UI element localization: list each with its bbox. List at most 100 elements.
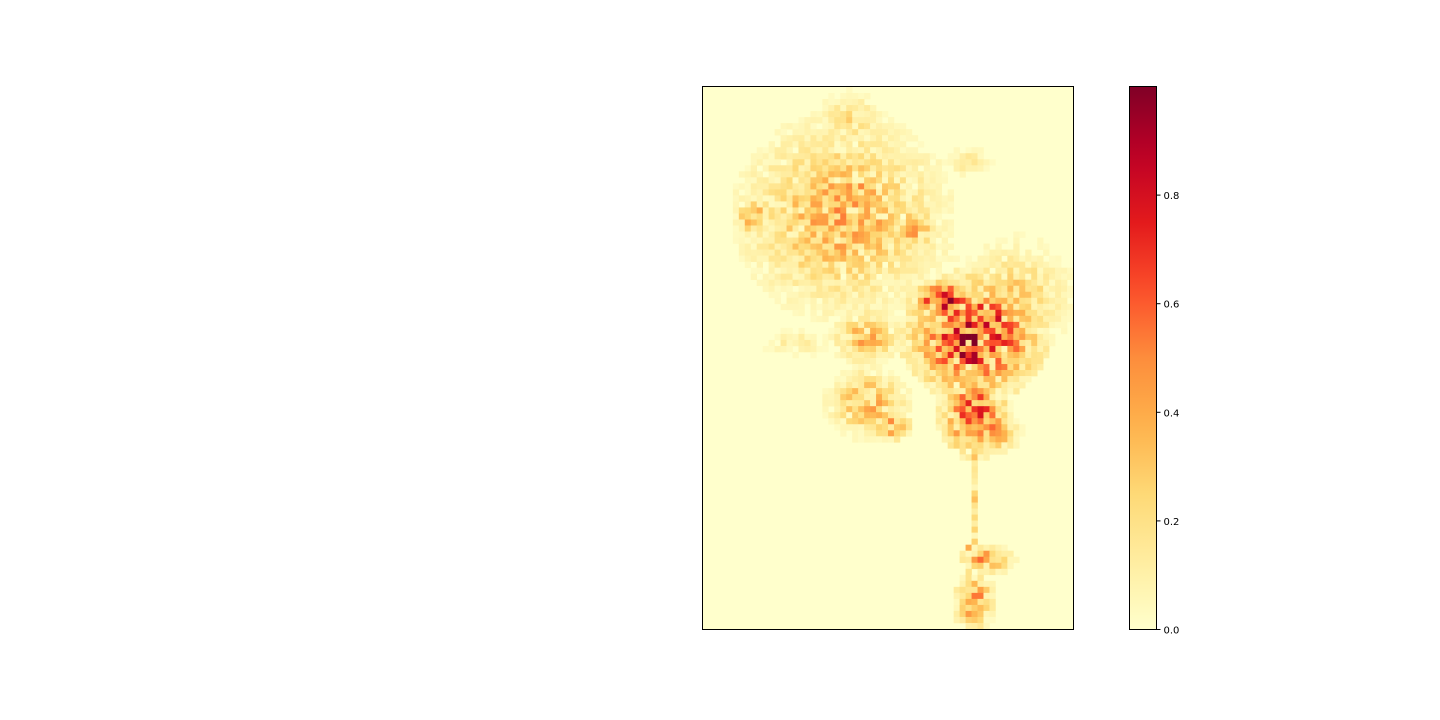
heatmap-cell	[995, 388, 1002, 395]
heatmap-cell	[864, 321, 871, 329]
heatmap-cell	[888, 273, 895, 281]
heatmap-cell	[1001, 442, 1008, 449]
heatmap-cell	[989, 273, 996, 281]
heatmap-cell	[965, 400, 972, 407]
heatmap-cell	[750, 249, 758, 256]
heatmap-cell	[876, 424, 883, 431]
heatmap-cell	[798, 291, 805, 299]
heatmap-cell	[768, 189, 775, 196]
heatmap-cell	[911, 309, 919, 317]
heatmap-cell	[929, 279, 937, 287]
heatmap-cell	[876, 177, 883, 184]
heatmap-cell	[828, 111, 835, 118]
heatmap-cell	[959, 327, 966, 335]
heatmap-cell	[882, 219, 889, 226]
heatmap-cell	[977, 580, 984, 588]
heatmap-cell	[971, 394, 978, 401]
heatmap-cell	[876, 418, 883, 425]
heatmap-cell	[959, 315, 966, 323]
heatmap-cell	[888, 165, 895, 172]
heatmap-cell	[953, 147, 960, 154]
heatmap-cell	[941, 255, 948, 262]
heatmap-cell	[959, 165, 966, 172]
heatmap-cell	[1001, 339, 1008, 347]
heatmap-cell	[983, 267, 990, 274]
heatmap-cell	[828, 237, 835, 244]
heatmap-cell	[882, 279, 889, 287]
heatmap-cell	[947, 327, 954, 335]
heatmap-cell	[864, 297, 871, 305]
heatmap-cell	[786, 219, 793, 226]
heatmap-cell	[1037, 303, 1044, 311]
heatmap-cell	[971, 484, 978, 491]
heatmap-cell	[971, 520, 978, 527]
heatmap-cell	[786, 207, 793, 214]
heatmap-cell	[947, 436, 954, 443]
heatmap-cell	[923, 213, 931, 220]
heatmap-cell	[1001, 237, 1008, 244]
heatmap-cell	[917, 141, 925, 148]
heatmap-cell	[995, 568, 1002, 576]
heatmap-cell	[828, 201, 835, 208]
heatmap-cell	[1013, 261, 1020, 268]
heatmap-cell	[1055, 267, 1062, 274]
heatmap-cell	[822, 309, 829, 317]
heatmap-cell	[870, 400, 877, 407]
heatmap-cell	[804, 255, 811, 262]
heatmap-cell	[888, 279, 895, 287]
heatmap-cell	[888, 219, 895, 226]
heatmap-cell	[971, 574, 978, 582]
heatmap-cell	[893, 394, 901, 401]
heatmap-cell	[893, 297, 901, 305]
heatmap-cell	[792, 243, 799, 250]
heatmap-cell	[834, 412, 841, 419]
heatmap-cell	[798, 207, 805, 214]
heatmap-cell	[774, 231, 781, 238]
heatmap-cell	[852, 285, 859, 293]
heatmap-cell	[1001, 345, 1008, 353]
heatmap-cell	[858, 400, 865, 407]
heatmap-cell	[816, 111, 823, 118]
heatmap-cell	[762, 165, 769, 172]
heatmap-cell	[756, 219, 763, 226]
heatmap-cell	[923, 189, 931, 196]
heatmap-cell	[846, 351, 853, 359]
heatmap-cell	[935, 424, 943, 431]
heatmap-cell	[983, 273, 990, 281]
heatmap-cell	[846, 207, 853, 214]
heatmap-cell	[864, 303, 871, 311]
heatmap-cell	[840, 201, 847, 208]
heatmap-cell	[810, 189, 817, 196]
heatmap-cell	[917, 207, 925, 214]
heatmap-cell	[840, 213, 847, 220]
heatmap-cell	[858, 285, 865, 293]
heatmap-cell	[732, 213, 740, 220]
heatmap-cell	[899, 171, 907, 178]
heatmap-cell	[971, 400, 978, 407]
heatmap-cell	[917, 171, 925, 178]
heatmap-cell	[899, 183, 907, 190]
heatmap-cell	[852, 225, 859, 232]
heatmap-cell	[899, 400, 907, 407]
heatmap-cell	[780, 231, 787, 238]
heatmap-cell	[947, 297, 954, 305]
heatmap-cell	[816, 279, 823, 287]
heatmap-cell	[995, 267, 1002, 274]
heatmap-cell	[959, 339, 966, 347]
heatmap-cell	[762, 237, 769, 244]
heatmap-cell	[888, 267, 895, 274]
heatmap-cell	[804, 195, 811, 202]
heatmap-cell	[971, 604, 978, 612]
heatmap-cell	[810, 147, 817, 154]
heatmap-cell	[876, 231, 883, 238]
heatmap-cell	[953, 406, 960, 413]
heatmap-cell	[1061, 285, 1068, 293]
heatmap-cell	[846, 141, 853, 148]
heatmap-cell	[989, 418, 996, 425]
heatmap-cell	[804, 147, 811, 154]
heatmap-cell	[953, 430, 960, 437]
heatmap-cell	[1031, 309, 1038, 317]
heatmap-cell	[882, 406, 889, 413]
heatmap-cell	[810, 345, 817, 353]
heatmap-cell	[1013, 243, 1020, 250]
